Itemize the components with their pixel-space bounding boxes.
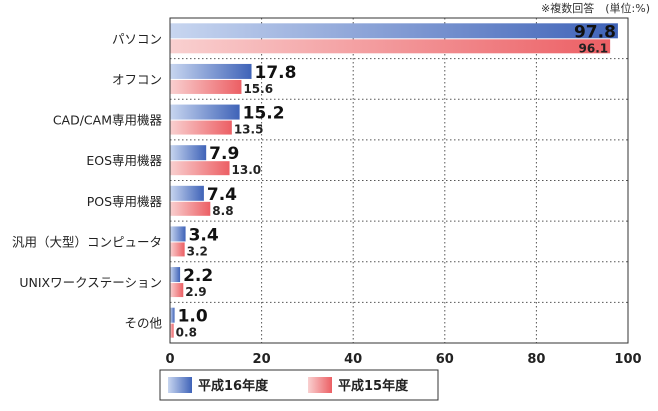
x-tick-label: 0	[165, 352, 174, 367]
category-label: 汎用（大型）コンピュータ	[12, 234, 162, 249]
legend-label: 平成15年度	[338, 378, 409, 394]
bar-series-1	[170, 307, 175, 323]
data-label-series-1: 17.8	[255, 63, 297, 83]
bar-series-1	[170, 104, 240, 120]
x-tick-label: 40	[344, 352, 362, 367]
plot-frame	[169, 17, 629, 344]
data-label-series-2: 8.8	[212, 204, 233, 218]
data-label-series-2: 3.2	[187, 244, 208, 258]
bar-series-2	[170, 39, 611, 54]
bar-series-1	[170, 23, 618, 39]
bar-series-2	[170, 161, 230, 176]
chart-note: ※複数回答 (単位:%)	[541, 2, 650, 15]
bar-series-2	[170, 201, 211, 216]
legend-swatch	[308, 377, 332, 393]
x-tick-label: 60	[436, 352, 454, 367]
bar-series-1	[170, 226, 186, 242]
data-label-series-2: 15.6	[243, 82, 273, 96]
bar-series-1	[170, 267, 181, 283]
data-label-series-2: 13.0	[232, 163, 262, 177]
data-label-series-1: 7.4	[207, 185, 237, 205]
category-label: POS専用機器	[87, 194, 163, 209]
category-label: UNIXワークステーション	[19, 275, 162, 290]
category-label: CAD/CAM専用機器	[53, 113, 163, 128]
category-label: その他	[124, 316, 162, 331]
legend-swatch	[168, 377, 192, 393]
data-label-series-1: 3.4	[189, 225, 219, 245]
bar-series-2	[170, 79, 242, 94]
data-label-series-2: 13.5	[234, 123, 264, 137]
data-label-series-1: 7.9	[209, 144, 239, 164]
x-tick-label: 20	[253, 352, 271, 367]
bar-series-2	[170, 120, 232, 135]
data-label-series-1: 15.2	[243, 104, 285, 124]
category-label: パソコン	[112, 31, 162, 46]
legend-box	[159, 369, 439, 401]
data-label-series-1: 97.8	[574, 22, 616, 42]
data-label-series-1: 2.2	[183, 266, 213, 286]
data-label-series-1: 1.0	[178, 307, 208, 327]
data-label-series-2: 96.1	[579, 41, 609, 55]
bar-series-2	[170, 283, 184, 298]
bar-series-1	[170, 145, 207, 161]
category-label: オフコン	[112, 72, 162, 87]
data-label-series-2: 0.8	[176, 326, 197, 340]
data-label-series-2: 2.9	[185, 285, 206, 299]
bar-series-1	[170, 185, 204, 201]
bar-series-2	[170, 323, 174, 338]
x-tick-label: 100	[614, 352, 641, 367]
x-tick-label: 80	[527, 352, 545, 367]
bar-series-2	[170, 242, 185, 257]
category-label: EOS専用機器	[86, 153, 162, 168]
bar-series-1	[170, 63, 252, 79]
legend-label: 平成16年度	[198, 378, 269, 394]
